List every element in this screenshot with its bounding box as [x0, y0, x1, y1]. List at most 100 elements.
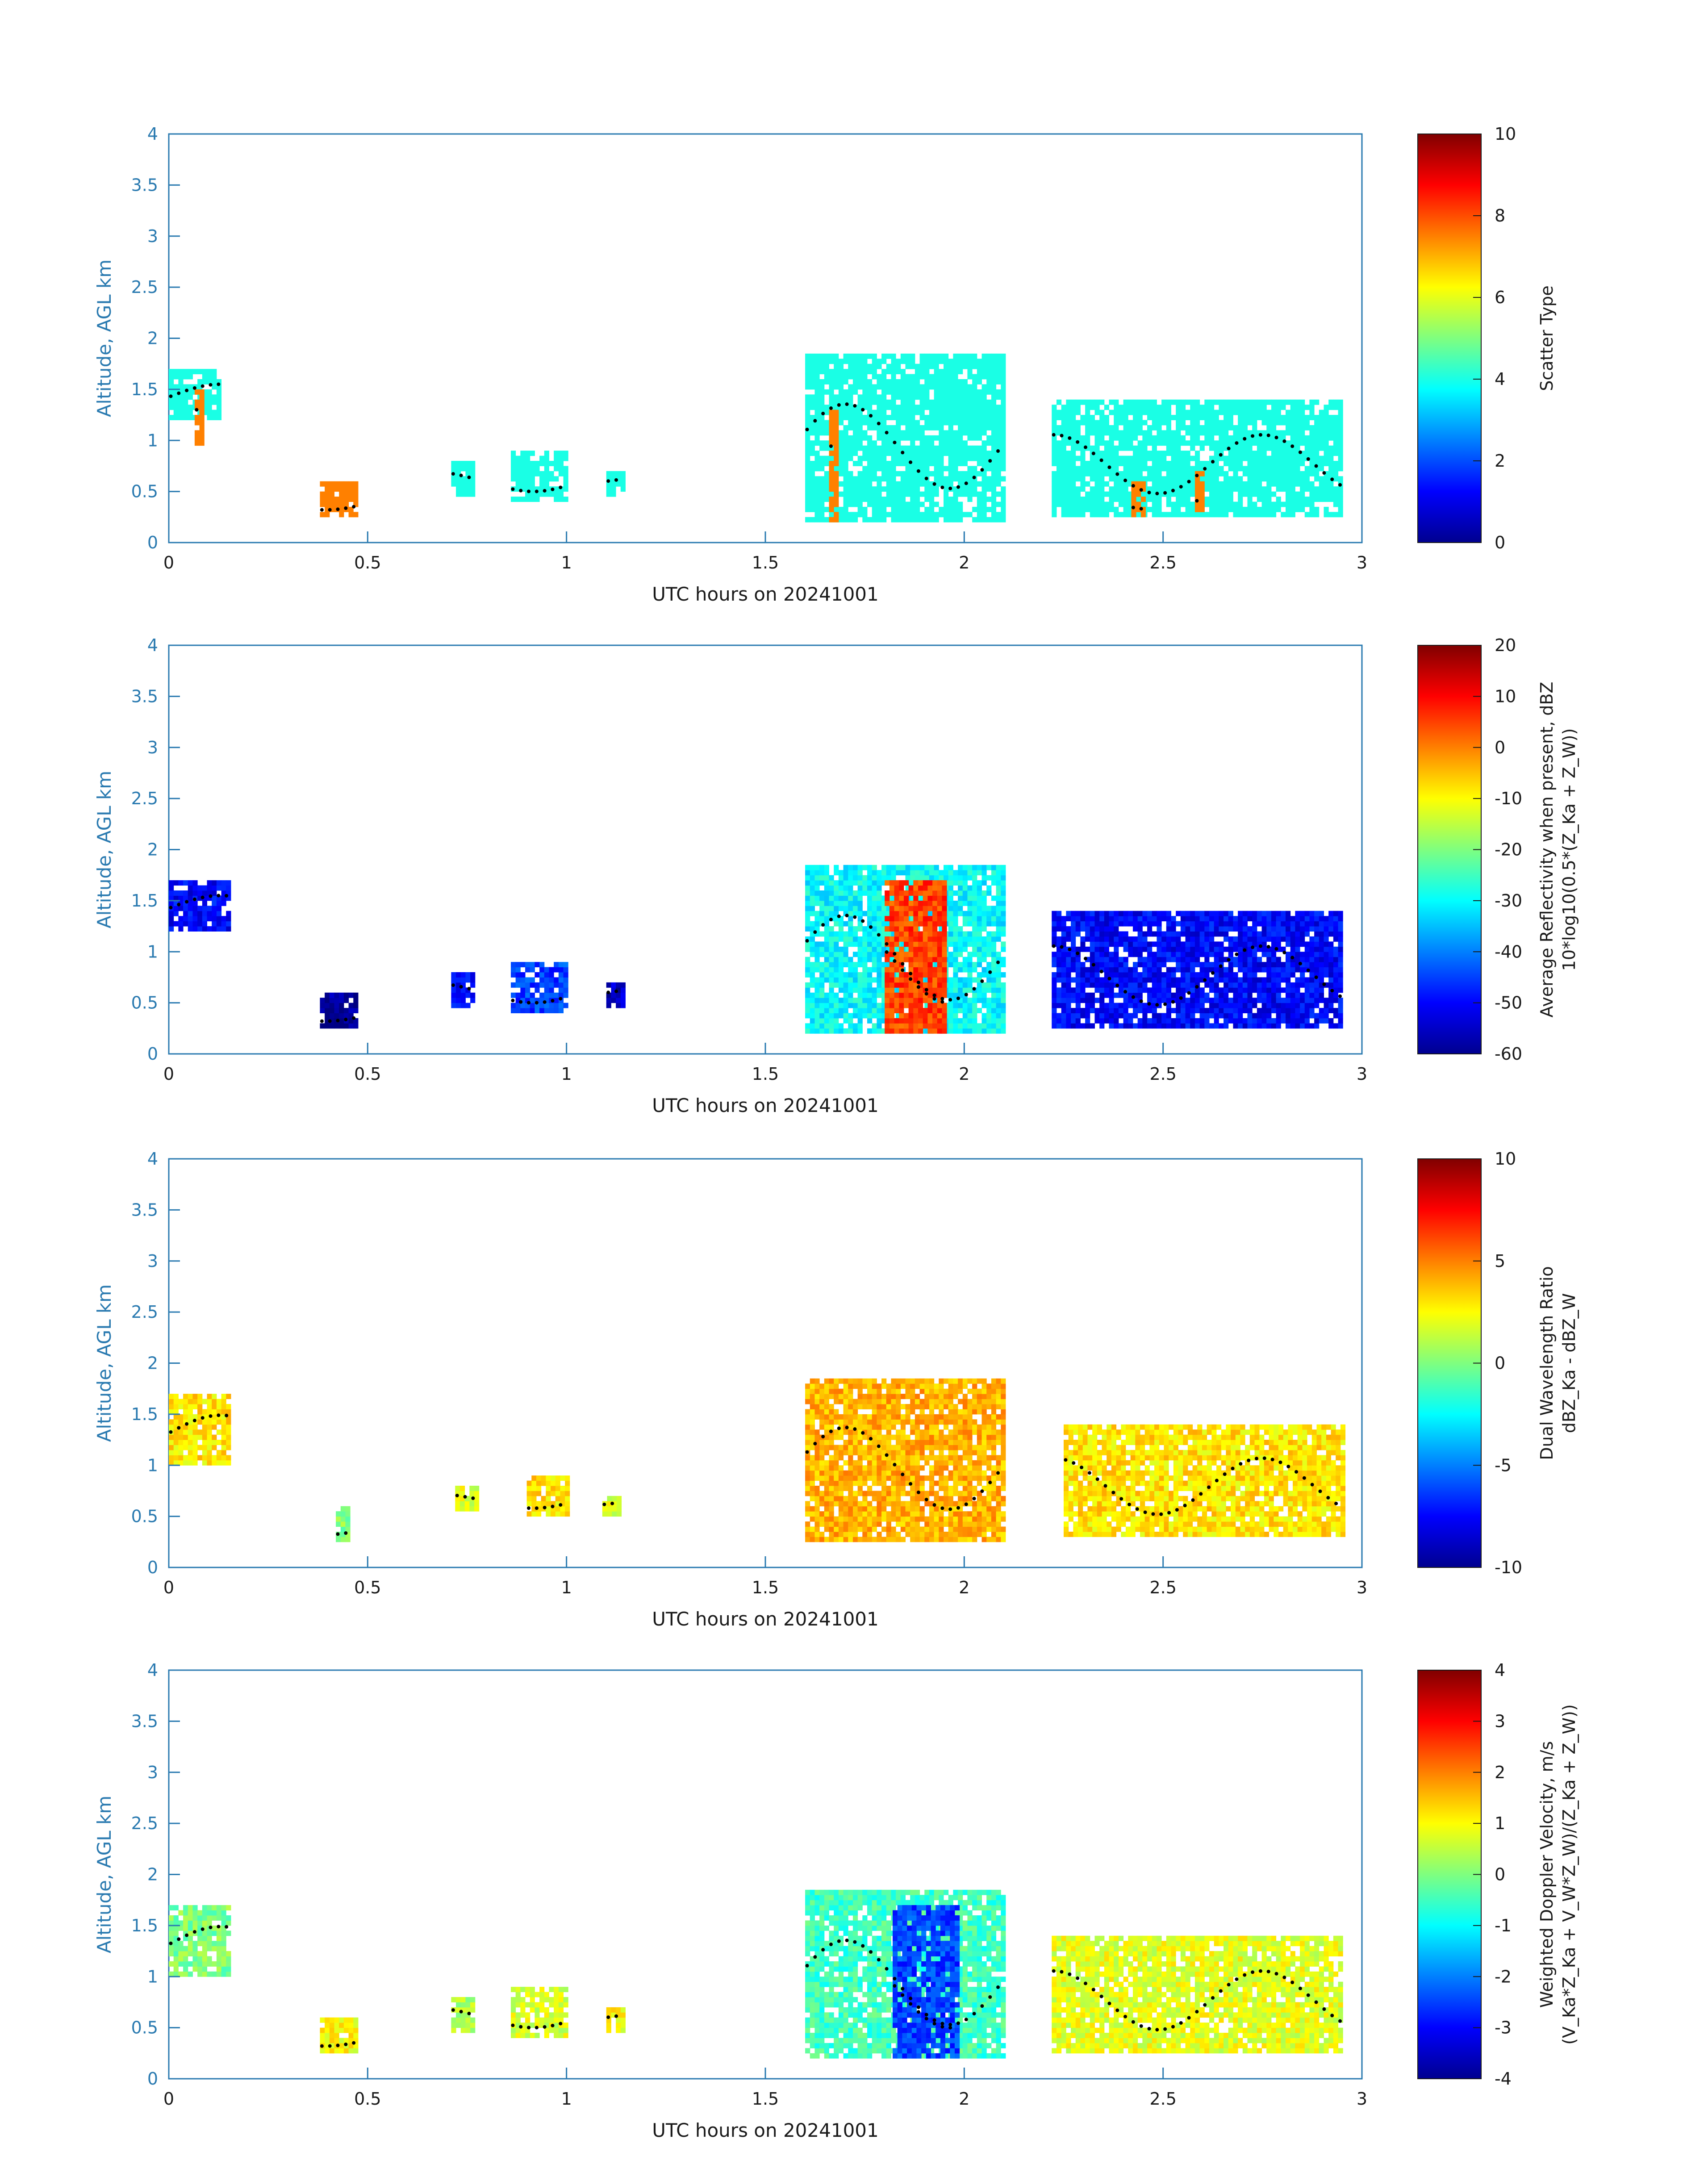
heatmap-cell [991, 931, 997, 937]
heatmap-cell [1131, 491, 1136, 497]
heatmap-cell [1123, 405, 1128, 410]
heatmap-cell [967, 455, 973, 461]
heatmap-cell [1333, 497, 1339, 502]
heatmap-cell [877, 1023, 882, 1029]
heatmap-cell [838, 870, 844, 876]
heatmap-cell [843, 946, 848, 952]
heatmap-cell [814, 890, 820, 896]
heatmap-cell [226, 921, 231, 927]
heatmap-cell [824, 895, 830, 901]
heatmap-cell [1295, 501, 1300, 507]
colorbar-tick-label: 4 [1495, 369, 1505, 389]
heatmap-cell [953, 471, 958, 476]
heatmap-cell [934, 435, 939, 441]
heatmap-cell [1314, 399, 1320, 405]
heatmap-cell [958, 926, 963, 932]
heatmap-cell [1324, 471, 1329, 476]
heatmap-cell [834, 900, 839, 906]
heatmap-cell [857, 952, 863, 957]
heatmap-cell [1319, 491, 1324, 497]
heatmap-cell [991, 911, 997, 916]
heatmap-cell [852, 384, 858, 390]
heatmap-cell [927, 987, 933, 993]
heatmap-cell [1199, 461, 1205, 466]
heatmap-cell [862, 471, 868, 476]
heatmap-cell [1257, 466, 1262, 472]
heatmap-cell [944, 389, 949, 395]
heatmap-cell [927, 992, 933, 998]
heatmap-cell [814, 353, 820, 359]
heatmap-cell [1338, 455, 1343, 461]
cloud-base-dot [195, 408, 199, 412]
heatmap-cell [824, 353, 830, 359]
heatmap-cell [918, 880, 923, 886]
heatmap-cell [207, 885, 212, 891]
heatmap-cell [325, 481, 330, 487]
heatmap-cell [1131, 506, 1136, 512]
heatmap-cell [1338, 466, 1343, 472]
heatmap-cell [900, 384, 906, 390]
heatmap-cell [986, 455, 992, 461]
heatmap-cell [927, 952, 933, 957]
heatmap-cell [226, 885, 231, 891]
heatmap-cell [867, 399, 873, 405]
heatmap-cell [991, 435, 997, 441]
heatmap-cell [872, 461, 877, 466]
heatmap-cell [1300, 451, 1305, 456]
heatmap-cell [942, 926, 947, 932]
heatmap-cell [805, 369, 810, 375]
heatmap-cell [862, 992, 868, 998]
heatmap-cell [923, 936, 928, 942]
heatmap-cell [958, 512, 963, 518]
heatmap-cell [908, 982, 914, 988]
heatmap-cell [805, 384, 810, 390]
heatmap-cell [329, 1008, 335, 1013]
heatmap-cell [1261, 466, 1267, 472]
heatmap-cell [967, 952, 973, 957]
heatmap-cell [942, 885, 947, 891]
cloud-base-dot [519, 489, 523, 493]
heatmap-cell [948, 506, 953, 512]
heatmap-cell [1114, 435, 1119, 441]
heatmap-cell [1080, 921, 1086, 927]
heatmap-cell [838, 512, 844, 518]
cloud-base-dot [344, 506, 348, 510]
cloud-base-dot [328, 508, 332, 512]
heatmap-cell [1099, 425, 1105, 430]
heatmap-cell [510, 1008, 516, 1013]
heatmap-cell [986, 451, 992, 456]
heatmap-cell [843, 359, 848, 364]
heatmap-cell [1300, 506, 1305, 512]
heatmap-cell [838, 972, 844, 978]
heatmap-cell [1075, 916, 1081, 922]
heatmap-cell [862, 972, 868, 978]
heatmap-cell [1219, 425, 1224, 430]
heatmap-cell [986, 865, 992, 870]
heatmap-cell [1085, 497, 1090, 502]
heatmap-cell [958, 501, 963, 507]
heatmap-cell [1152, 506, 1157, 512]
heatmap-cell [857, 921, 863, 927]
heatmap-cell [829, 369, 834, 375]
heatmap-cell [1247, 481, 1253, 487]
heatmap-cell [924, 517, 930, 522]
heatmap-cell [554, 962, 559, 968]
heatmap-cell [520, 481, 526, 487]
heatmap-cell [896, 512, 901, 518]
heatmap-cell [188, 906, 193, 911]
heatmap-cell [915, 870, 920, 876]
heatmap-cell [1252, 491, 1257, 497]
heatmap-cell [814, 497, 820, 502]
heatmap-cell [814, 1013, 820, 1019]
heatmap-cell [1132, 430, 1138, 436]
heatmap-cell [986, 364, 992, 369]
heatmap-cell [1194, 425, 1200, 430]
heatmap-cell [829, 409, 834, 415]
heatmap-cell [981, 486, 987, 492]
heatmap-cell [1194, 471, 1200, 476]
heatmap-cell [981, 501, 987, 507]
heatmap-cell [877, 941, 882, 947]
heatmap-cell [1219, 471, 1224, 476]
heatmap-cell [1066, 972, 1071, 978]
heatmap-cell [339, 998, 344, 1003]
